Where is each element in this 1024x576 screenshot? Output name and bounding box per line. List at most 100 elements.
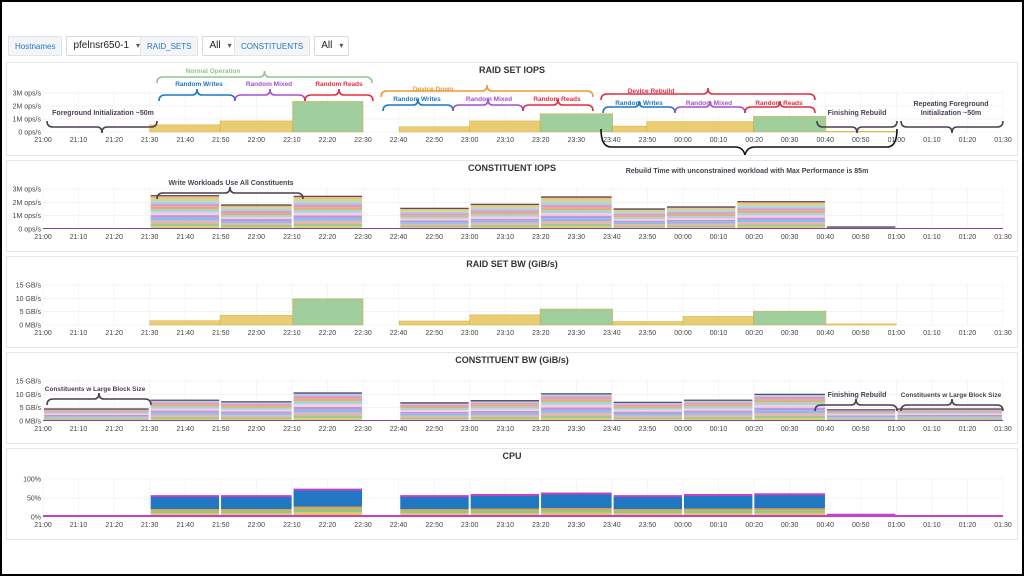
x-tick-label: 23:20 [532, 330, 550, 337]
hostnames-select[interactable]: pfelnsr650-1 ▾ [66, 36, 147, 56]
x-tick-label: 21:10 [70, 234, 88, 241]
area-band [684, 412, 753, 415]
area-band [293, 395, 362, 399]
x-tick-label: 22:20 [319, 426, 337, 433]
x-tick-label: 23:00 [461, 137, 479, 144]
area-band [897, 411, 1002, 413]
area-band [400, 211, 469, 214]
x-tick-label: 01:10 [923, 330, 941, 337]
y-tick-label: 5 GB/s [20, 405, 42, 412]
area-band [293, 412, 362, 416]
area-segment [612, 125, 647, 133]
area-band [221, 217, 292, 219]
area-band [400, 208, 469, 211]
x-tick-label: 01:10 [923, 137, 941, 144]
cpu-area-layer [754, 510, 825, 513]
y-tick-label: 0 ops/s [18, 130, 41, 137]
x-tick-label: 23:40 [603, 522, 621, 529]
area-band [400, 415, 469, 418]
panel-title: CPU [502, 451, 522, 461]
area-band [684, 414, 753, 417]
area-band [737, 219, 825, 223]
cpu-area-layer [150, 509, 220, 511]
x-tick-label: 00:20 [745, 522, 763, 529]
label: Random Mixed [686, 100, 732, 107]
chevron-down-icon: ▾ [136, 41, 141, 50]
area-band [897, 418, 1002, 420]
area-segment [399, 320, 470, 326]
area-band [221, 405, 292, 408]
x-tick-label: 21:40 [176, 330, 194, 337]
area-band [221, 407, 292, 410]
x-tick-label: 01:30 [994, 426, 1012, 433]
area-band [754, 410, 825, 413]
x-tick-label: 01:20 [959, 137, 977, 144]
cpu-area-layer [293, 506, 362, 509]
area-band [897, 412, 1002, 414]
area-band [470, 412, 540, 415]
cpu-chart: 0% 50% 100% 21:00 21:10 21:20 21:30 21:40 21:50 2… [23, 477, 1012, 530]
area-band [293, 226, 362, 229]
area-band [897, 413, 1002, 415]
area-band [666, 219, 736, 222]
constituents-select[interactable]: All ▾ [314, 36, 350, 56]
area-band [826, 413, 896, 415]
x-tick-label: 23:10 [496, 426, 514, 433]
area-band [826, 416, 896, 418]
y-tick-label: 0 MB/s [19, 419, 41, 426]
area-band [150, 206, 220, 210]
area-band [541, 407, 612, 411]
area-band [400, 404, 469, 407]
y-tick-label: 100% [23, 477, 41, 484]
area-band [666, 207, 736, 209]
cpu-area-layer [541, 508, 612, 510]
annotation-brace [158, 88, 236, 102]
x-tick-label: 00:40 [816, 137, 834, 144]
area-band [400, 417, 469, 420]
x-tick-label: 21:50 [212, 426, 230, 433]
x-tick-label: 01:30 [994, 522, 1012, 529]
x-tick-label: 21:00 [34, 234, 52, 241]
x-tick-label: 00:00 [674, 137, 692, 144]
x-tick-label: 21:00 [34, 330, 52, 337]
area-segment [469, 314, 541, 326]
area-band [470, 400, 540, 403]
area-band [666, 221, 736, 224]
area-band [150, 198, 220, 202]
y-tick-label: 10 GB/s [16, 296, 42, 303]
area-band [613, 409, 682, 412]
annotation-brace [156, 186, 304, 200]
area-band [826, 417, 896, 419]
area-band [737, 206, 825, 209]
area-band [684, 406, 753, 409]
area-band [221, 213, 292, 215]
area-band [293, 223, 362, 227]
x-tick-label: 21:40 [176, 234, 194, 241]
area-band [613, 214, 665, 216]
area-band [150, 406, 220, 409]
x-tick-label: 21:20 [105, 330, 123, 337]
x-tick-label: 22:30 [354, 426, 372, 433]
x-tick-label: 00:50 [852, 426, 870, 433]
x-tick-label: 22:30 [354, 522, 372, 529]
area-band [221, 207, 292, 209]
x-tick-label: 00:40 [816, 522, 834, 529]
x-tick-label: 01:20 [959, 426, 977, 433]
area-band [150, 402, 220, 405]
area-band [470, 218, 540, 221]
annotation-brace [452, 98, 524, 112]
x-tick-label: 23:50 [639, 330, 657, 337]
annotation-brace [900, 398, 1004, 412]
cpu-area-layer [613, 509, 682, 511]
area-band [541, 418, 612, 421]
annotation-brace [304, 88, 374, 102]
constituent-bw-chart: 0 MB/s 5 GB/s 10 GB/s 15 GB/s 21:00 21:10 21:2… [16, 379, 1012, 434]
raid-sets-select[interactable]: All ▾ [202, 36, 238, 56]
area-band [150, 226, 220, 229]
annotation-brace [234, 88, 306, 102]
area-band [150, 410, 220, 413]
area-band [150, 223, 220, 227]
constituent-iops-chart: 0 ops/s 1M ops/s 2M ops/s 3M ops/s 21:00 21:1… [13, 168, 1012, 241]
area-band [293, 220, 362, 224]
